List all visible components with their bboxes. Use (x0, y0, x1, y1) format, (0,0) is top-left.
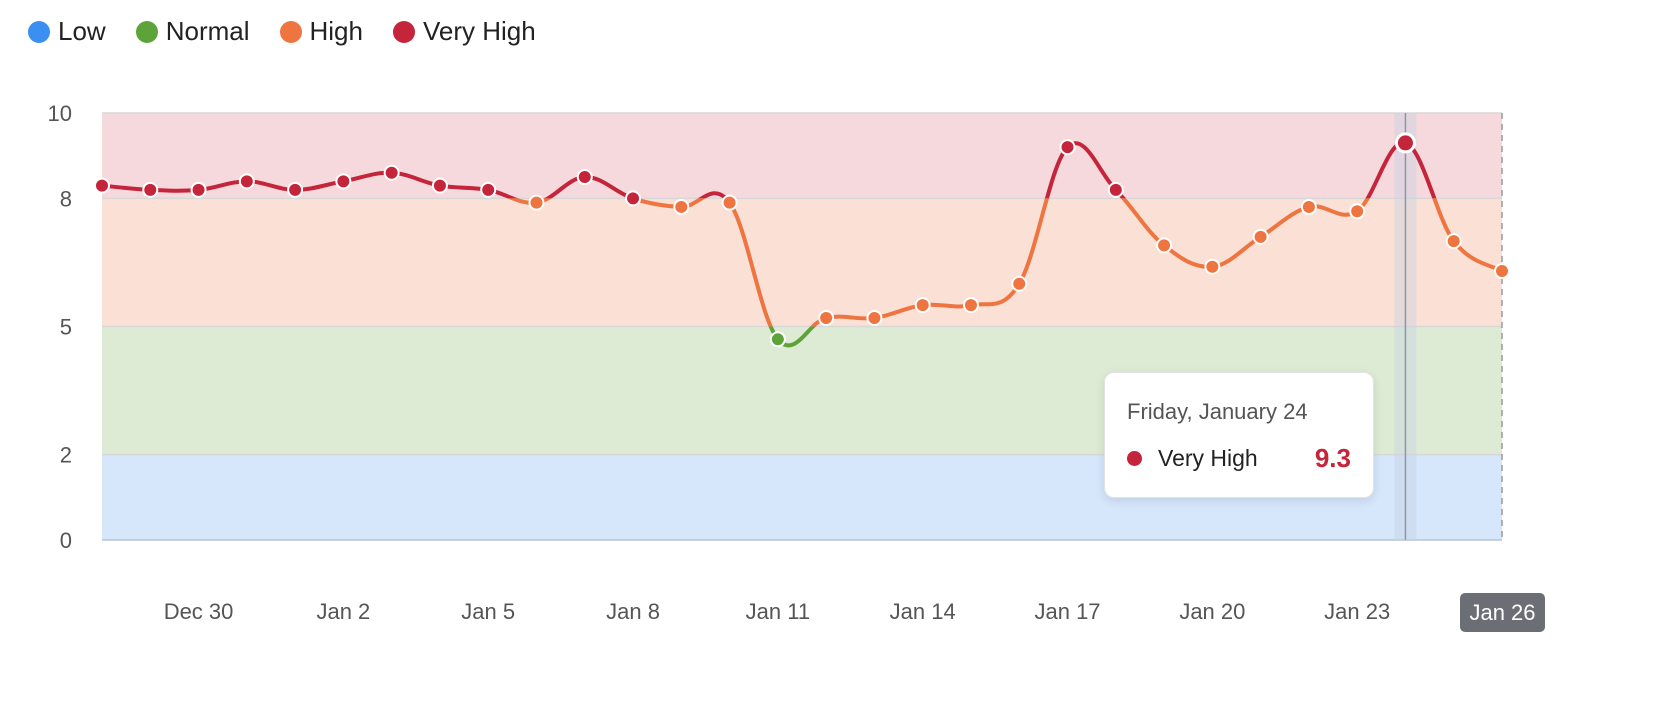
legend-dot (279, 20, 302, 43)
data-point (1349, 203, 1366, 220)
x-tick-label: Jan 11 (746, 599, 810, 624)
x-tick-label: Jan 5 (461, 599, 515, 624)
data-point (1445, 233, 1462, 250)
data-point (287, 181, 304, 198)
x-tick-label: Jan 23 (1324, 599, 1390, 624)
data-point (769, 331, 786, 348)
y-tick-label: 0 (60, 528, 72, 553)
legend-dot (28, 20, 50, 43)
data-point (1011, 275, 1028, 292)
data-point (528, 194, 545, 211)
band-high (102, 198, 1502, 327)
data-point (1156, 237, 1173, 254)
legend-dot (135, 20, 158, 43)
y-tick-label: 2 (60, 443, 72, 468)
x-tick-label: Jan 8 (606, 599, 660, 624)
data-point-highlighted (1394, 132, 1416, 154)
data-point (625, 190, 642, 207)
tooltip-row: Very High 9.3 (1127, 443, 1351, 474)
data-point (94, 177, 110, 194)
data-point (238, 173, 255, 190)
data-point (576, 169, 593, 186)
tooltip: Friday, January 24 Very High 9.3 (1104, 372, 1374, 498)
legend-item[interactable]: High (279, 16, 363, 47)
legend-item[interactable]: Low (28, 16, 106, 47)
data-point (866, 309, 883, 326)
tooltip-series-dot (1127, 451, 1142, 466)
data-point (335, 173, 352, 190)
x-tick-label: Jan 2 (316, 599, 370, 624)
legend-label: Low (58, 16, 106, 46)
legend: Low Normal High Very High (28, 16, 536, 47)
legend-label: High (309, 16, 363, 46)
data-point (1300, 198, 1317, 215)
data-point (480, 181, 497, 198)
legend-dot (392, 20, 415, 43)
data-point (1204, 258, 1221, 275)
x-tick-label: Jan 14 (890, 599, 956, 624)
data-point (962, 297, 979, 314)
legend-item[interactable]: Normal (135, 16, 250, 47)
data-point (1494, 262, 1510, 279)
x-tick-label: Jan 17 (1034, 599, 1100, 624)
band-very-high (102, 113, 1502, 199)
x-tick-label: Dec 30 (164, 599, 234, 624)
tooltip-date: Friday, January 24 (1127, 399, 1308, 424)
data-point (1059, 139, 1076, 156)
data-point (383, 164, 400, 181)
data-point (190, 181, 207, 198)
data-point (1107, 181, 1124, 198)
y-tick-label: 5 (60, 315, 72, 340)
data-point (721, 194, 738, 211)
x-axis-hover-badge: Jan 26 (1460, 593, 1545, 632)
data-point (673, 198, 690, 215)
legend-item[interactable]: Very High (392, 16, 536, 47)
data-point (431, 177, 448, 194)
x-tick-label: Jan 20 (1179, 599, 1245, 624)
y-tick-label: 8 (60, 186, 72, 211)
data-point (914, 297, 931, 314)
tooltip-value: 9.3 (1314, 443, 1351, 473)
data-point (142, 181, 159, 198)
legend-label: Very High (422, 16, 536, 46)
data-point (818, 309, 835, 326)
legend-label: Normal (165, 16, 250, 46)
y-tick-label: 10 (48, 101, 72, 126)
tooltip-series-name: Very High (1158, 445, 1258, 471)
data-point (1252, 228, 1269, 245)
